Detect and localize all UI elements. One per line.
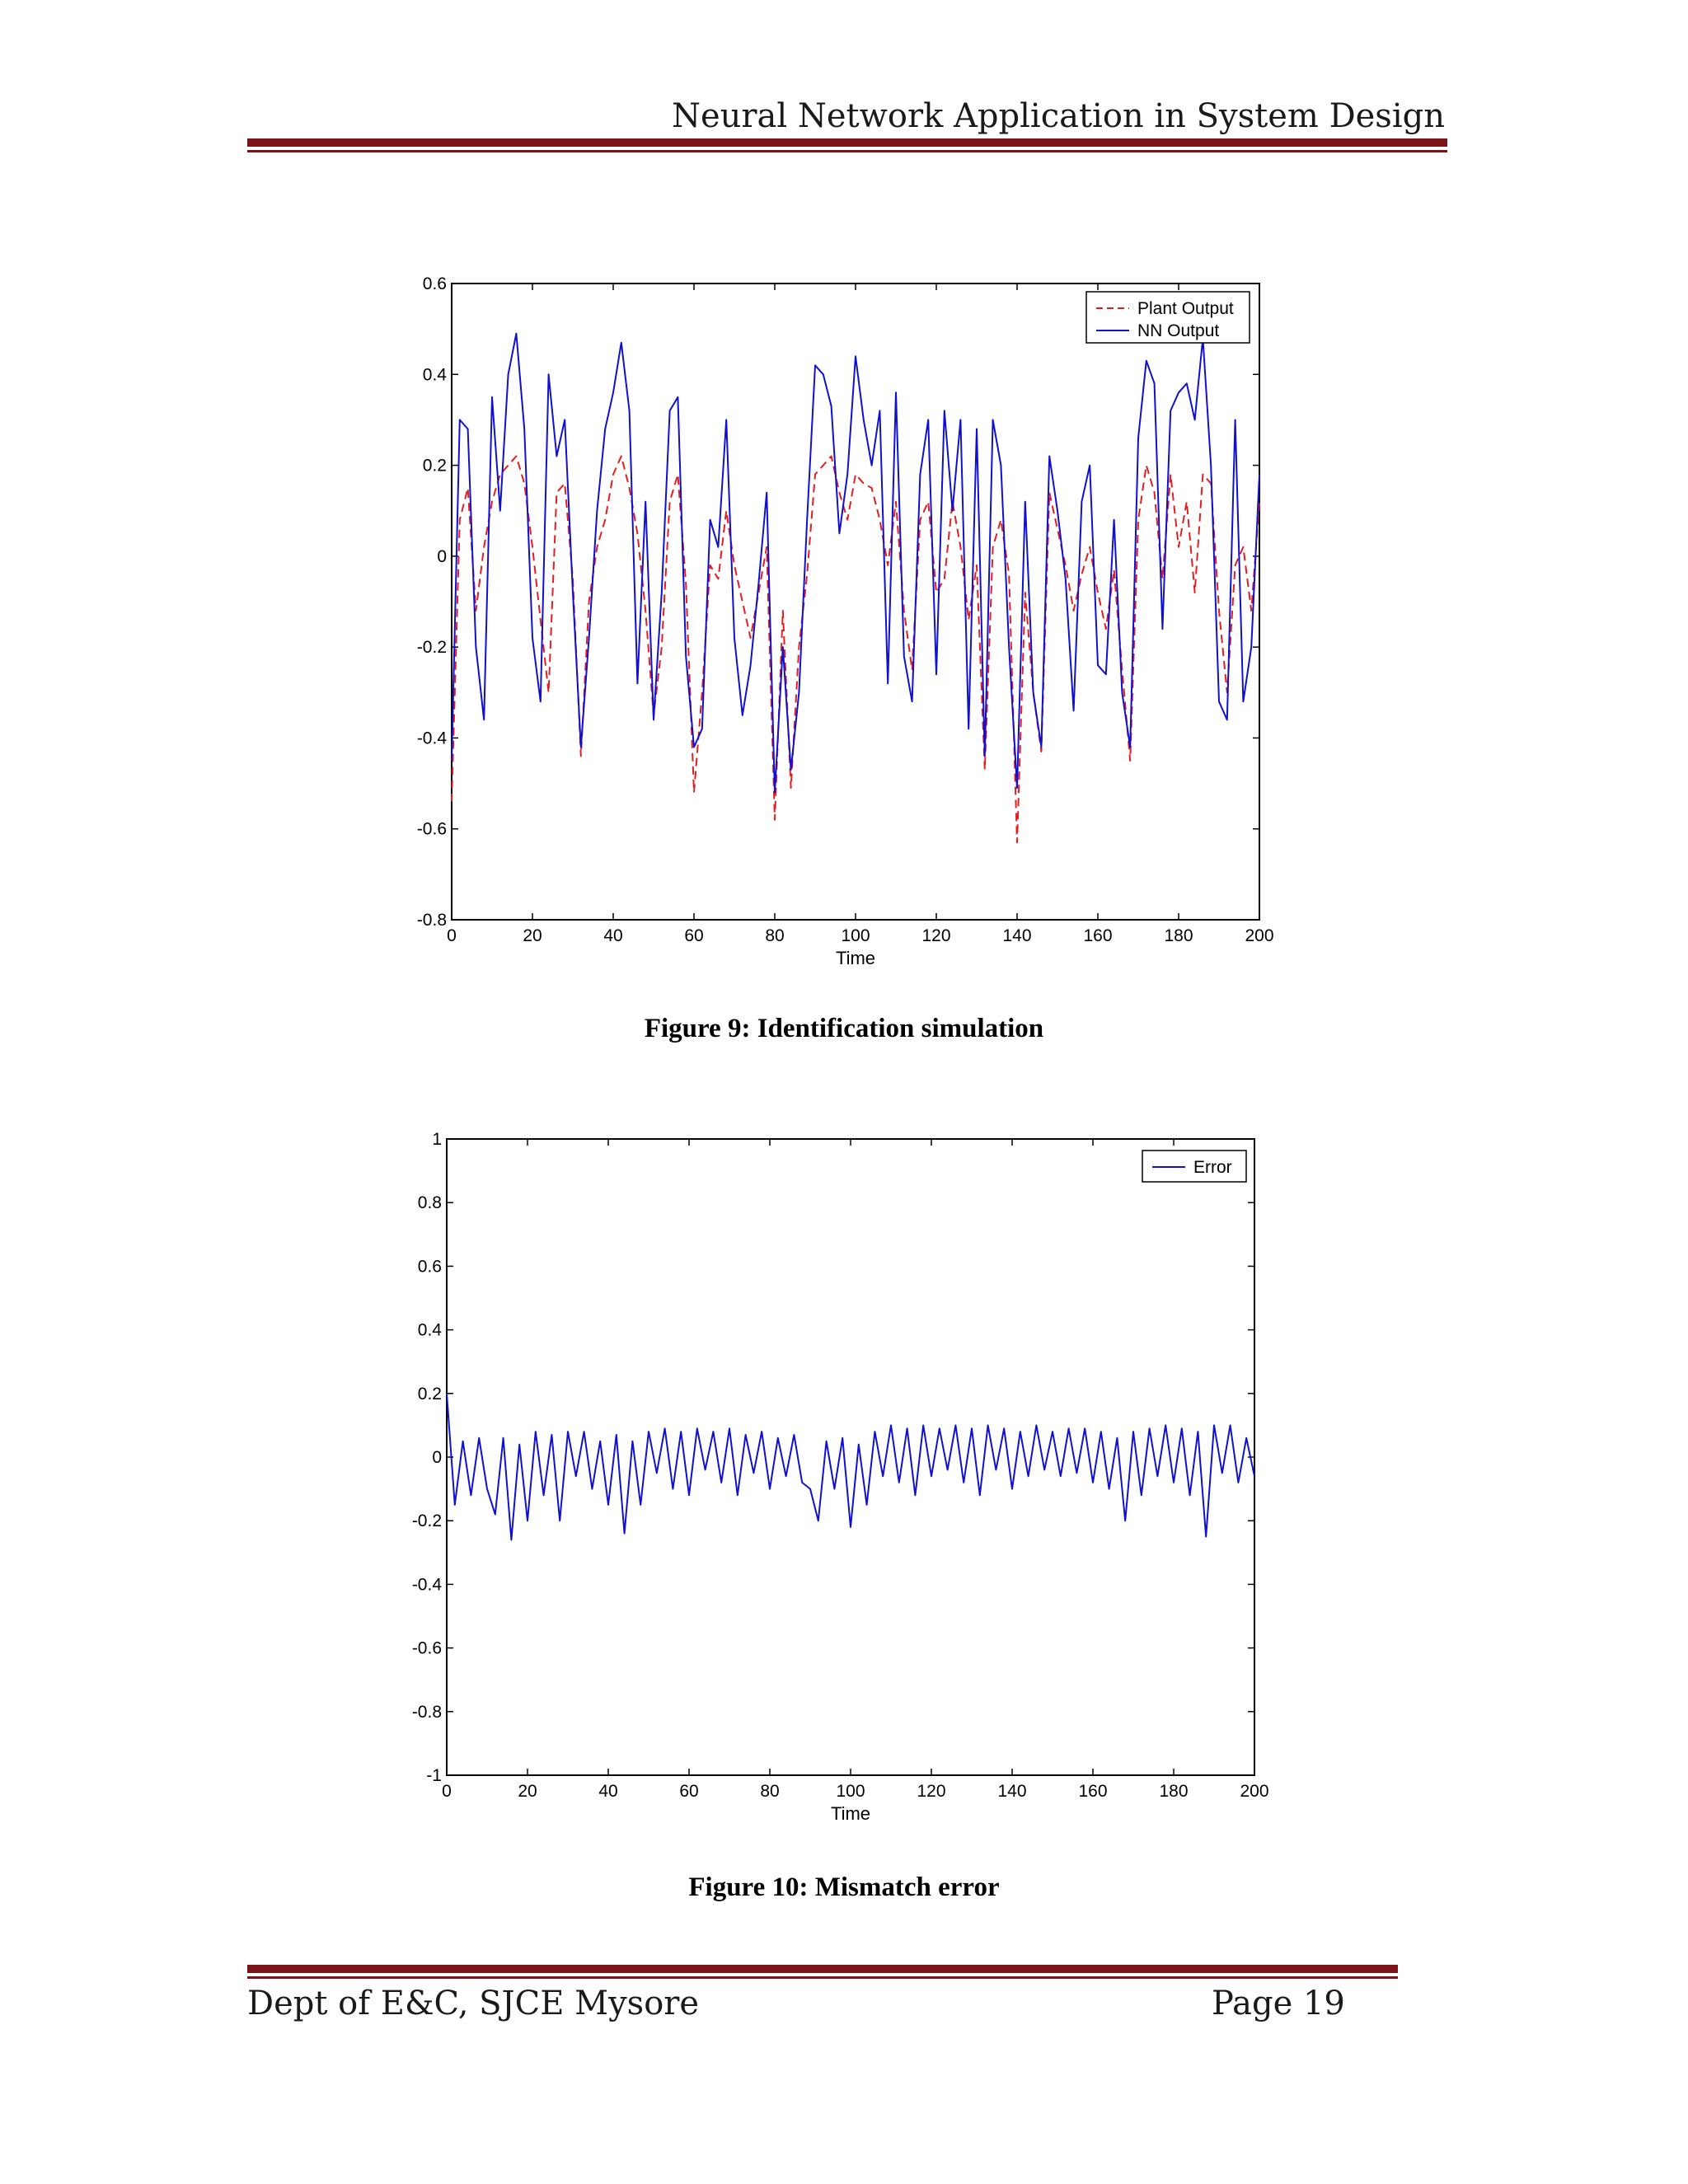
y-tick-label: -1	[426, 1766, 442, 1785]
x-tick-label: 100	[841, 926, 870, 945]
x-tick-label: 140	[997, 1782, 1026, 1801]
footer-page-number: Page 19	[1212, 1985, 1345, 2022]
running-header: Neural Network Application in System Des…	[671, 97, 1445, 135]
plot-area	[451, 283, 1260, 921]
footer-department: Dept of E&C, SJCE Mysore	[247, 1985, 700, 2022]
y-tick-label: -0.6	[412, 1639, 442, 1658]
x-tick-label: 200	[1245, 926, 1273, 945]
y-tick-label: -0.2	[417, 638, 447, 657]
x-axis-label: Time	[836, 948, 875, 968]
y-tick-label: 0.4	[423, 365, 448, 384]
x-tick-label: 120	[921, 926, 950, 945]
y-tick-label: -0.4	[417, 729, 448, 748]
y-tick-label: -0.8	[417, 911, 447, 930]
x-tick-label: 40	[603, 926, 622, 945]
footer-rule-thick	[247, 1965, 1398, 1973]
x-tick-label: 100	[836, 1782, 865, 1801]
y-tick-label: 0.6	[418, 1257, 442, 1276]
y-tick-label: 0.6	[423, 274, 447, 293]
x-tick-label: 180	[1159, 1782, 1188, 1801]
legend-box	[1085, 291, 1250, 344]
x-tick-label: 20	[518, 1782, 537, 1801]
figure-9-caption: Figure 9: Identification simulation	[644, 1014, 1044, 1043]
footer-rule-thin	[247, 1976, 1398, 1979]
mismatch-error-chart: 0 20 40 60 80 100 120 140 160 180 200 1 0.8 0.6 0.4 0.2…	[412, 1130, 1269, 1824]
x-tick-label: 0	[442, 1782, 452, 1801]
legend-entry-2: NN Output	[1137, 321, 1219, 340]
legend-entry-1: Plant Output	[1137, 299, 1234, 318]
y-tick-label: -0.8	[412, 1703, 442, 1722]
series-line-1	[451, 455, 1260, 844]
series-line-2	[451, 332, 1260, 794]
identification-chart: 0 20 40 60 80 100 120 140 160 180 2000.60.40.20-0.…	[417, 274, 1274, 968]
y-tick-label: 0.2	[418, 1385, 442, 1404]
x-tick-label: 160	[1078, 1782, 1107, 1801]
x-tick-label: 20	[523, 926, 542, 945]
y-tick-label: 0.2	[423, 457, 447, 476]
x-tick-label: 180	[1164, 926, 1193, 945]
plot-area	[446, 1138, 1255, 1776]
x-tick-label: 80	[760, 1782, 779, 1801]
y-tick-label: 0.4	[418, 1321, 443, 1340]
x-axis-label: Time	[831, 1803, 870, 1824]
y-tick-label: -0.6	[417, 820, 447, 839]
x-tick-label: 0	[447, 926, 457, 945]
x-tick-label: 120	[917, 1782, 945, 1801]
legend-entry-1: Error	[1193, 1158, 1232, 1177]
y-tick-label: -0.2	[412, 1511, 442, 1530]
y-tick-label: 0.8	[418, 1193, 442, 1212]
header-rule-thin	[247, 150, 1447, 152]
x-tick-label: 40	[598, 1782, 617, 1801]
x-tick-label: 60	[679, 1782, 698, 1801]
header-rule-thick	[247, 138, 1447, 147]
y-tick-label: 0	[432, 1448, 442, 1467]
x-tick-label: 60	[684, 926, 703, 945]
figure-10-caption: Figure 10: Mismatch error	[688, 1872, 1000, 1902]
x-tick-label: 80	[765, 926, 784, 945]
x-tick-label: 140	[1002, 926, 1031, 945]
y-tick-label: -0.4	[412, 1575, 443, 1594]
x-tick-label: 200	[1240, 1782, 1268, 1801]
series-line-1	[446, 1393, 1255, 1541]
x-tick-label: 160	[1083, 926, 1112, 945]
y-tick-label: 1	[432, 1130, 442, 1149]
y-tick-label: 0	[437, 547, 447, 566]
